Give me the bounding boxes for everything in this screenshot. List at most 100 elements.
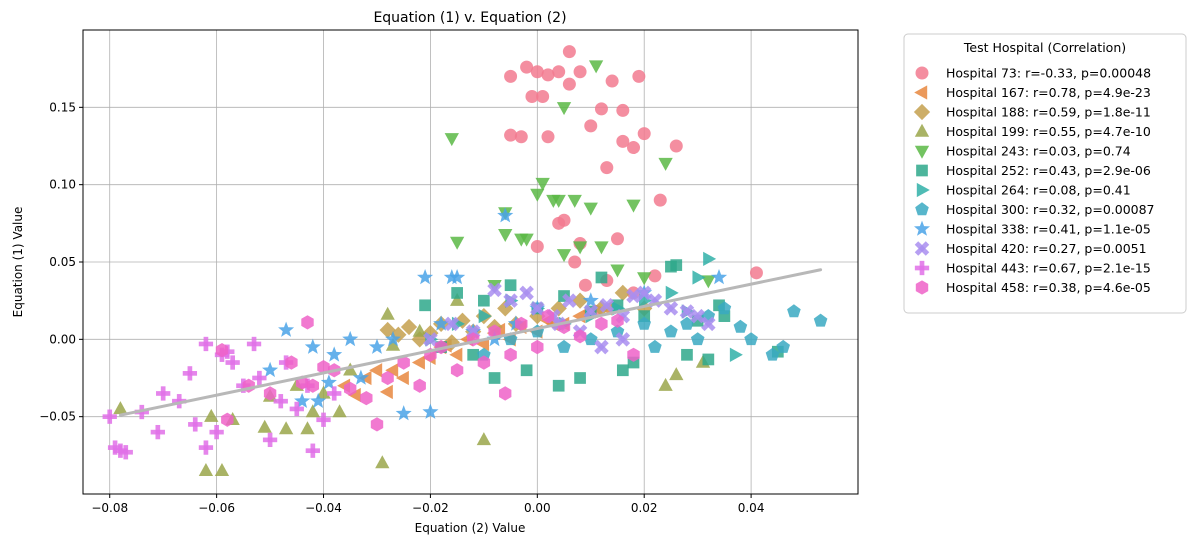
data-point: [478, 308, 492, 324]
data-point: [573, 65, 587, 79]
data-point: [417, 269, 434, 285]
legend-entry-label: Hospital 458: r=0.38, p=4.6e-05: [946, 280, 1151, 295]
data-point: [107, 440, 123, 455]
data-point: [504, 347, 517, 362]
data-point: [385, 330, 401, 347]
legend-entry-label: Hospital 300: r=0.32, p=0.00087: [946, 202, 1155, 217]
data-point: [294, 392, 311, 408]
data-point: [504, 69, 518, 83]
data-point: [375, 455, 390, 469]
data-point: [717, 301, 732, 315]
data-point: [733, 319, 748, 333]
data-point: [252, 370, 267, 386]
data-point: [583, 304, 599, 319]
chart-title: Equation (1) v. Equation (2): [373, 10, 566, 26]
x-tick-label: −0.04: [305, 501, 342, 515]
data-point: [611, 313, 624, 328]
legend-marker: [914, 260, 930, 276]
data-point: [552, 379, 565, 392]
data-point: [262, 361, 279, 378]
data-point: [278, 321, 295, 337]
y-tick-label: −0.05: [39, 410, 76, 424]
data-point: [504, 128, 518, 142]
data-point: [204, 408, 219, 422]
data-point: [413, 378, 426, 393]
data-points: [102, 45, 828, 476]
data-point: [449, 269, 466, 285]
data-point: [691, 314, 704, 327]
x-tick-label: 0.00: [524, 501, 551, 515]
data-point: [209, 424, 224, 440]
data-point: [552, 216, 566, 230]
data-point: [584, 332, 598, 346]
data-point: [541, 130, 555, 144]
data-point: [520, 364, 533, 377]
data-point: [182, 366, 198, 381]
data-point: [400, 318, 418, 336]
legend-marker: [914, 145, 930, 159]
data-point: [605, 74, 619, 88]
data-point: [626, 288, 641, 304]
data-point: [344, 381, 357, 396]
data-point: [594, 339, 609, 355]
y-tick-label: 0.15: [49, 100, 76, 114]
data-point: [326, 346, 343, 362]
y-axis-label: Equation (1) Value: [11, 207, 25, 318]
data-point: [595, 271, 608, 284]
data-point: [664, 324, 678, 338]
data-point: [395, 405, 412, 421]
data-point: [504, 279, 517, 292]
x-tick-label: −0.02: [412, 501, 449, 515]
data-point: [487, 282, 502, 298]
x-tick-label: 0.04: [738, 501, 765, 515]
data-point: [627, 347, 640, 362]
data-point: [498, 228, 513, 242]
data-point: [648, 339, 662, 353]
data-point: [594, 102, 608, 116]
data-point: [568, 255, 582, 269]
data-point: [679, 304, 695, 319]
data-point: [574, 372, 586, 384]
data-point: [381, 370, 394, 386]
data-point: [343, 362, 358, 376]
data-point: [419, 299, 431, 312]
data-point: [520, 60, 534, 74]
y-tick-label: 0.00: [49, 332, 76, 346]
data-point: [765, 347, 780, 361]
data-point: [289, 401, 304, 417]
data-point: [556, 102, 572, 116]
data-point: [477, 355, 491, 370]
y-tick-label: 0.10: [49, 178, 76, 192]
data-point: [610, 232, 624, 246]
data-point: [352, 369, 369, 385]
data-point: [711, 269, 728, 285]
data-point: [530, 188, 545, 202]
data-point: [525, 90, 539, 104]
series-group: [444, 60, 716, 293]
legend: Test Hospital (Correlation) Hospital 73:…: [903, 33, 1187, 314]
data-point: [638, 310, 651, 322]
data-point: [397, 355, 410, 370]
data-point: [380, 306, 395, 320]
data-point: [246, 336, 262, 352]
data-point: [690, 332, 705, 346]
data-point: [262, 432, 278, 448]
data-point: [411, 355, 425, 370]
data-point: [385, 363, 399, 378]
data-point: [562, 77, 576, 91]
data-point: [503, 293, 518, 308]
data-point: [285, 355, 298, 370]
data-point: [273, 394, 288, 409]
data-point: [306, 378, 319, 393]
legend-marker: [914, 123, 930, 137]
trend-line: [118, 268, 823, 417]
data-point: [637, 127, 651, 141]
data-point: [552, 65, 566, 79]
data-point: [444, 133, 459, 147]
data-point: [156, 386, 171, 401]
data-point: [225, 355, 240, 370]
legend-entry-label: Hospital 73: r=-0.33, p=0.00048: [946, 66, 1151, 81]
data-point: [582, 292, 599, 308]
data-point: [305, 404, 320, 418]
data-point: [627, 356, 640, 369]
